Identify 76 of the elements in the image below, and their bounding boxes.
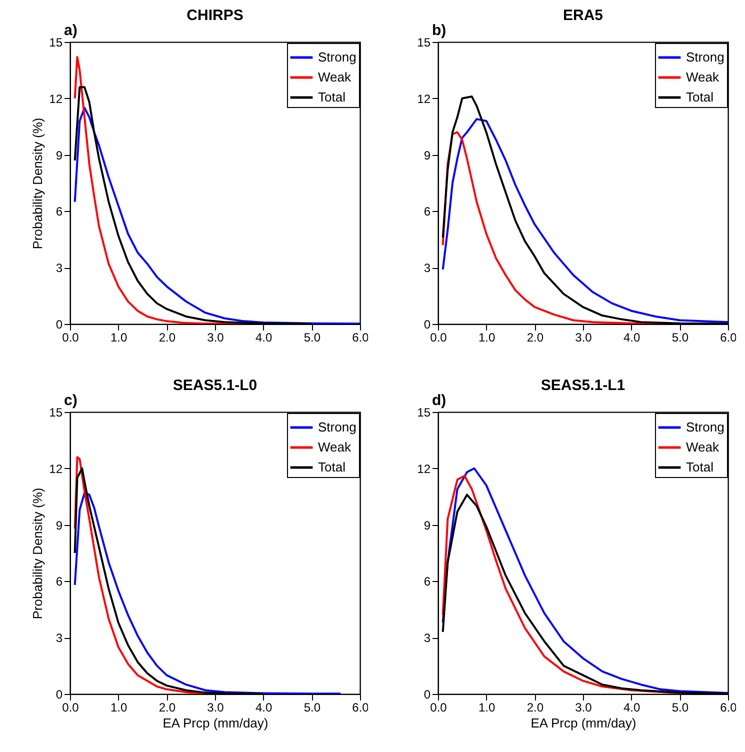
- x-tick-label: 2.0: [158, 330, 176, 344]
- x-axis-title: EA Prcp (mm/day): [530, 716, 636, 730]
- y-tick-label: 0: [424, 688, 431, 702]
- y-tick-label: 0: [56, 318, 63, 332]
- x-tick-label: 5.0: [304, 700, 321, 714]
- x-tick-label: 6.0: [352, 700, 370, 714]
- x-tick-label: 1.0: [478, 330, 496, 344]
- legend-label: Weak: [686, 440, 720, 454]
- y-tick-label: 9: [56, 518, 63, 532]
- y-tick-label: 3: [424, 261, 431, 276]
- y-tick-label: 6: [56, 204, 63, 219]
- y-tick-label: 3: [424, 631, 431, 646]
- y-tick-label: 0: [424, 318, 431, 332]
- y-axis-title: Probability Density (%): [30, 488, 46, 620]
- legend-label: Weak: [686, 70, 720, 84]
- x-tick-label: 2.0: [158, 700, 176, 714]
- x-tick-label: 5.0: [304, 330, 321, 344]
- x-tick-label: 4.0: [255, 330, 272, 344]
- legend-label: Total: [318, 460, 346, 474]
- y-tick-label: 6: [424, 204, 431, 219]
- chart-title: SEAS5.1-L0: [172, 377, 258, 394]
- x-tick-label: 6.0: [720, 330, 738, 344]
- y-tick-label: 6: [424, 574, 431, 589]
- x-tick-label: 3.0: [207, 330, 224, 344]
- x-tick-label: 4.0: [623, 700, 640, 714]
- text: d): [432, 392, 446, 409]
- y-tick-label: 9: [424, 518, 431, 532]
- x-tick-label: 2.0: [526, 330, 544, 344]
- y-tick-label: 9: [424, 148, 431, 162]
- y-tick-label: 9: [56, 148, 63, 162]
- x-tick-label: 3.0: [575, 700, 592, 714]
- x-tick-label: 2.0: [526, 700, 544, 714]
- y-tick-label: 12: [49, 92, 63, 106]
- chart-title: SEAS5.1-L1: [540, 377, 626, 394]
- y-tick-label: 15: [49, 406, 63, 420]
- text: b): [432, 22, 446, 39]
- x-tick-label: 0.0: [430, 330, 448, 344]
- y-tick-label: 12: [49, 462, 63, 476]
- legend-label: Total: [686, 90, 714, 104]
- y-tick-label: 15: [417, 406, 431, 420]
- chart-title: CHIRPS: [186, 7, 244, 24]
- legend-label: Weak: [318, 70, 352, 84]
- x-tick-label: 4.0: [623, 330, 640, 344]
- legend-label: Total: [686, 460, 714, 474]
- legend-label: Total: [318, 90, 346, 104]
- x-tick-label: 4.0: [255, 700, 272, 714]
- y-tick-label: 0: [56, 688, 63, 702]
- legend-label: Strong: [686, 420, 724, 434]
- x-tick-label: 1.0: [478, 700, 496, 714]
- x-tick-label: 5.0: [672, 700, 689, 714]
- x-tick-label: 3.0: [575, 330, 592, 344]
- x-tick-label: 0.0: [62, 700, 80, 714]
- x-tick-label: 6.0: [352, 330, 370, 344]
- text: a): [64, 22, 78, 39]
- y-tick-label: 3: [56, 631, 63, 646]
- text: c): [64, 392, 78, 409]
- x-tick-label: 3.0: [207, 700, 224, 714]
- legend-label: Strong: [318, 420, 356, 434]
- x-tick-label: 0.0: [62, 330, 80, 344]
- y-tick-label: 3: [56, 261, 63, 276]
- y-tick-label: 15: [49, 36, 63, 50]
- y-tick-label: 6: [56, 574, 63, 589]
- y-tick-label: 15: [417, 36, 431, 50]
- legend-label: Strong: [318, 50, 356, 64]
- chart-title: ERA5: [562, 7, 604, 24]
- x-axis-title: EA Prcp (mm/day): [162, 716, 268, 730]
- x-tick-label: 5.0: [672, 330, 689, 344]
- legend-label: Strong: [686, 50, 724, 64]
- y-tick-label: 12: [417, 92, 431, 106]
- x-tick-label: 1.0: [110, 330, 128, 344]
- x-tick-label: 0.0: [430, 700, 448, 714]
- y-tick-label: 12: [417, 462, 431, 476]
- y-axis-title: Probability Density (%): [30, 118, 46, 250]
- legend-label: Weak: [318, 440, 352, 454]
- x-tick-label: 1.0: [110, 700, 128, 714]
- x-tick-label: 6.0: [720, 700, 738, 714]
